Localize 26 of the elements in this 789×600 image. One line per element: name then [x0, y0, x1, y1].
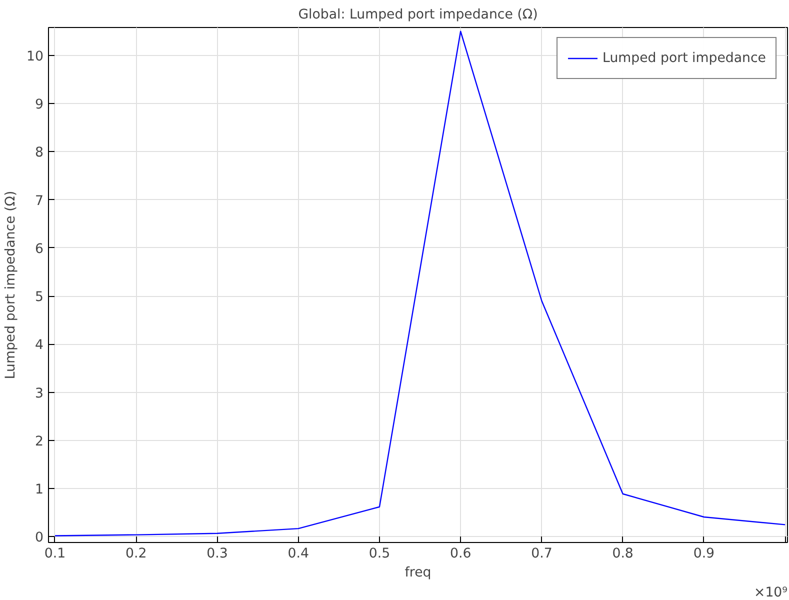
x-tick-label: 0.9 [693, 546, 715, 562]
y-tick-label: 9 [35, 98, 44, 113]
x-tick-label: 0.2 [126, 546, 147, 562]
y-tick-label: 2 [35, 434, 44, 450]
y-tick-label: 8 [35, 146, 44, 161]
legend-label: Lumped port impedance [602, 50, 766, 66]
x-tick-label: 0.4 [288, 546, 309, 562]
y-tick-label: 0 [35, 530, 44, 546]
x-tick-label: 0.6 [450, 546, 472, 562]
y-tick-label: 3 [35, 386, 44, 402]
x-tick-label: 0.5 [368, 546, 390, 562]
x-tick-label: 0.3 [206, 546, 228, 562]
y-tick-label: 7 [35, 194, 44, 209]
y-tick-label: 10 [26, 49, 44, 64]
x-tick-label: 0.1 [44, 546, 66, 562]
x-axis-title: freq [404, 566, 432, 580]
x-tick-label: 0.7 [531, 546, 552, 562]
text: ×10⁹ [754, 586, 788, 600]
y-tick-label: 4 [35, 338, 44, 354]
y-tick-label: 6 [35, 242, 44, 257]
y-axis-title: Lumped port impedance (Ω) [4, 190, 19, 380]
line-series [54, 30, 786, 536]
y-tick-label: 5 [35, 290, 44, 306]
y-tick-label: 1 [35, 482, 44, 498]
chart-title: Global: Lumped port impedance (Ω) [298, 8, 538, 22]
x-tick-label: 0.8 [612, 546, 634, 562]
